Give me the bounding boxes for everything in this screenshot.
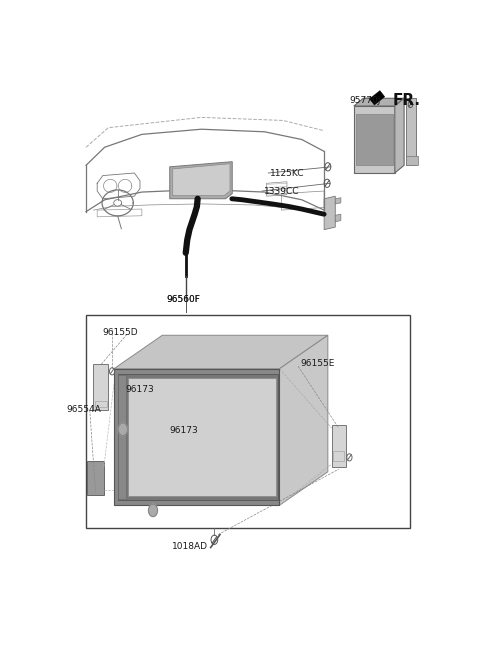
Polygon shape	[332, 425, 346, 467]
Polygon shape	[354, 106, 395, 173]
Text: 1125KC: 1125KC	[270, 169, 305, 177]
Text: 96560F: 96560F	[166, 295, 200, 304]
Polygon shape	[170, 162, 232, 199]
Polygon shape	[94, 364, 108, 410]
Polygon shape	[370, 90, 385, 105]
Text: 1339CC: 1339CC	[264, 187, 300, 195]
Polygon shape	[354, 98, 404, 106]
Text: 96560F: 96560F	[166, 295, 200, 304]
Text: 95770J: 95770J	[349, 96, 381, 106]
Text: FR.: FR.	[393, 93, 421, 108]
Polygon shape	[173, 164, 230, 195]
Text: 96173: 96173	[170, 426, 199, 435]
Polygon shape	[406, 156, 418, 165]
Circle shape	[119, 423, 127, 436]
Polygon shape	[406, 98, 416, 165]
Circle shape	[148, 504, 157, 516]
Text: 96173: 96173	[125, 385, 154, 394]
Polygon shape	[114, 335, 328, 369]
Text: 1018AD: 1018AD	[172, 542, 207, 551]
Polygon shape	[335, 198, 341, 204]
Polygon shape	[335, 214, 341, 222]
Polygon shape	[356, 114, 393, 165]
Polygon shape	[114, 369, 279, 505]
Polygon shape	[87, 462, 104, 495]
Polygon shape	[128, 378, 276, 496]
Polygon shape	[324, 196, 335, 229]
Polygon shape	[395, 98, 404, 173]
Polygon shape	[118, 374, 277, 500]
Text: 96155D: 96155D	[103, 328, 138, 337]
Text: 96155E: 96155E	[300, 359, 334, 368]
Text: 96554A: 96554A	[67, 405, 101, 415]
Bar	[86, 314, 409, 529]
Polygon shape	[118, 375, 126, 499]
Polygon shape	[279, 335, 328, 505]
